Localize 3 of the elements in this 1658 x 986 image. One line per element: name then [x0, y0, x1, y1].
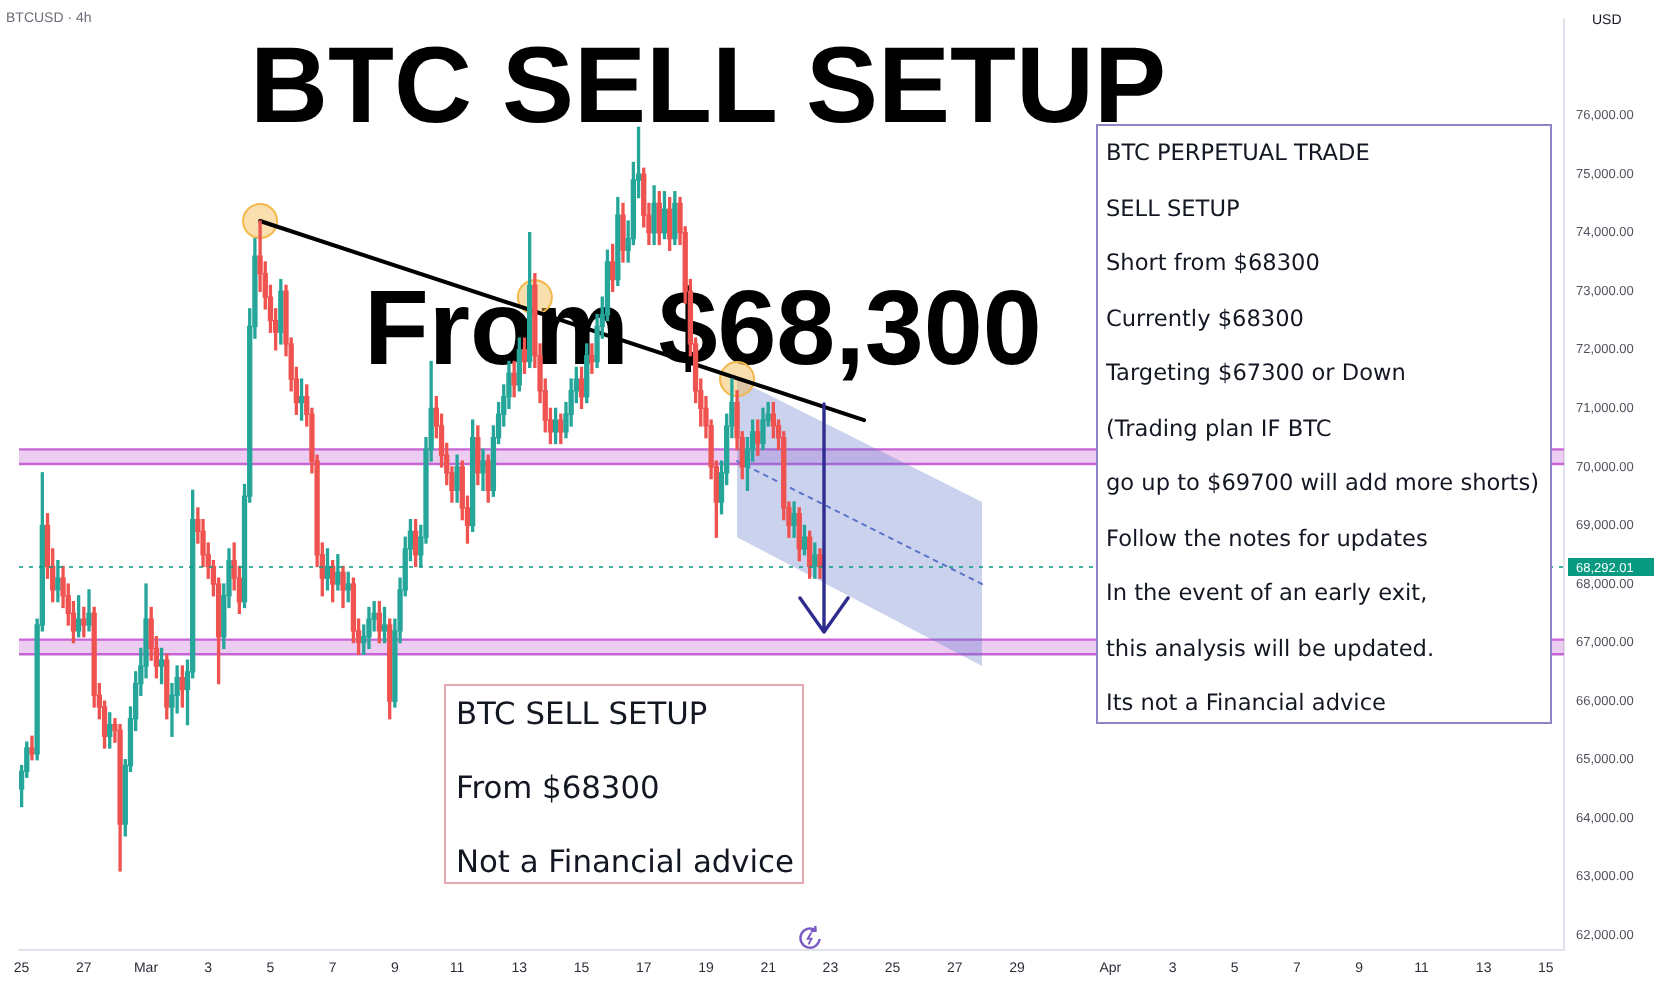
text: BTC PERPETUAL TRADE SELL SETUP Short from $68300 Currently $68300 Targeting $67300 or Down (Trading plan IF BTC go up to $69700 will add more shorts) Follow the notes for updates In the event of an early exit, this analysis will be updated. Its not a Financial advice — [1106, 140, 1540, 716]
chart-title: BTC SELL SETUP — [250, 26, 1167, 146]
text: BTC SELL SETUP From $68300 Not a Financial advice — [456, 695, 794, 879]
